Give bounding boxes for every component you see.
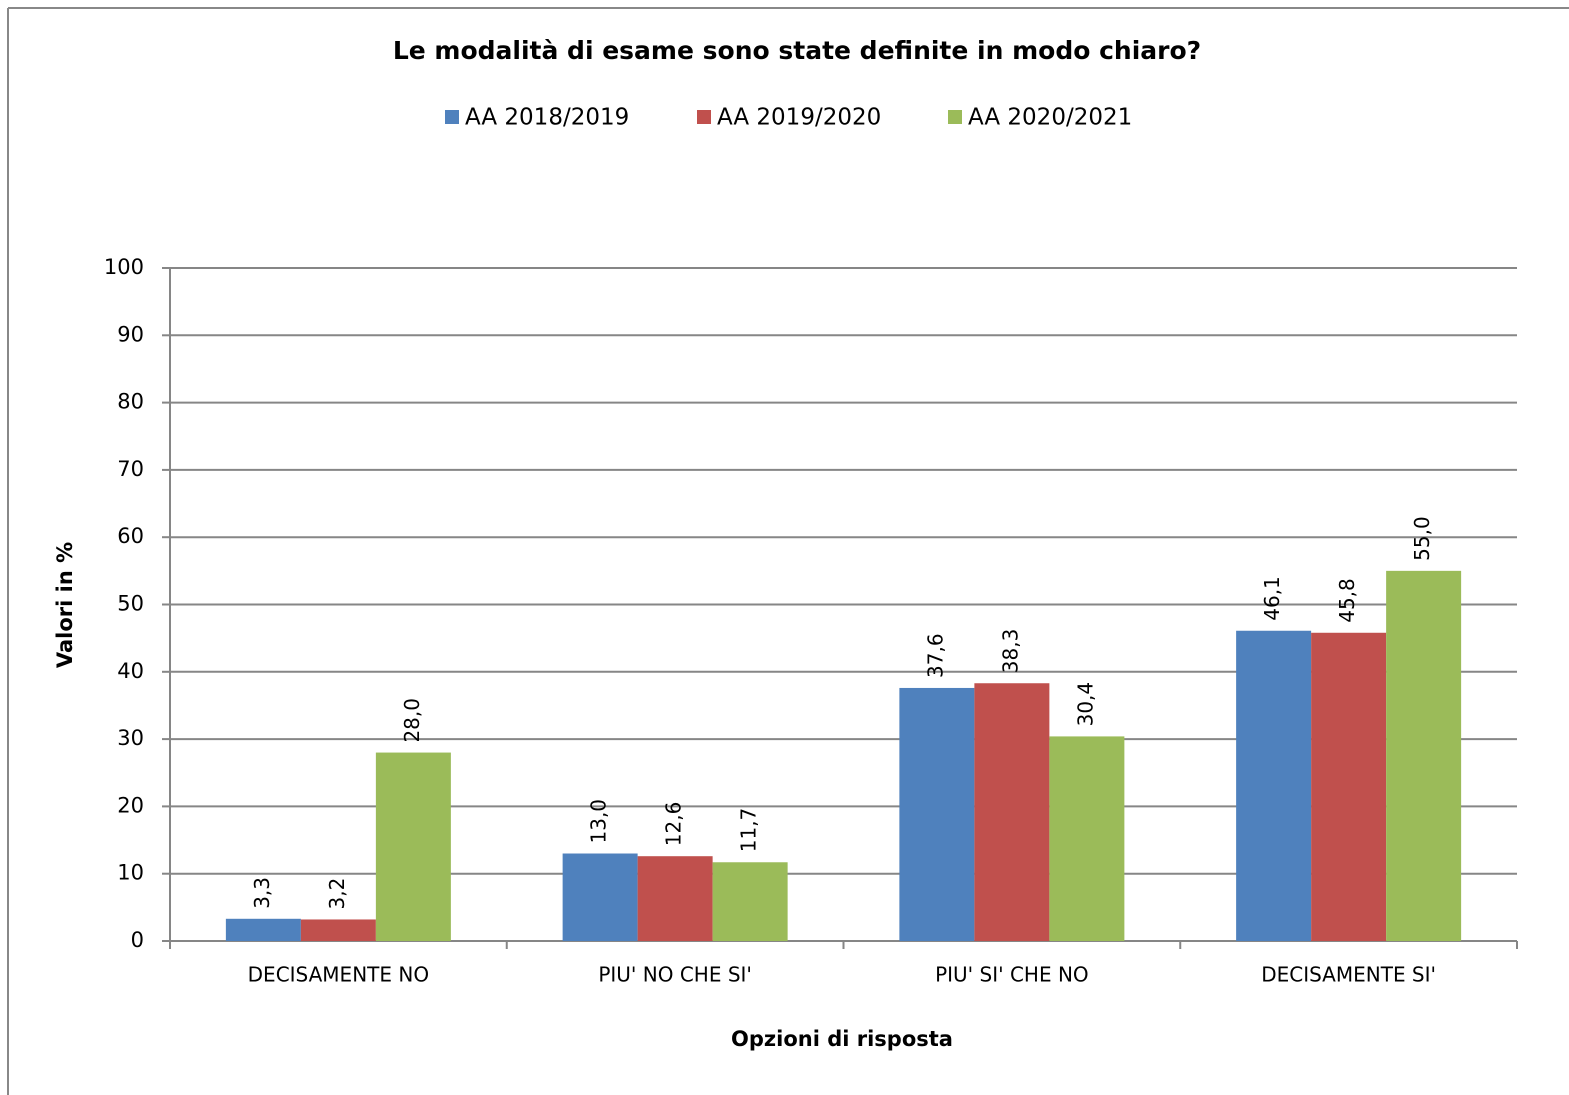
data-label: 28,0 bbox=[400, 698, 424, 743]
data-label: 12,6 bbox=[662, 802, 686, 847]
bar bbox=[1049, 736, 1125, 941]
bar bbox=[712, 862, 788, 941]
legend-label: AA 2020/2021 bbox=[968, 105, 1132, 131]
data-label: 30,4 bbox=[1073, 682, 1097, 727]
bar bbox=[1311, 632, 1387, 941]
bar bbox=[1386, 570, 1462, 941]
y-tick-label: 90 bbox=[117, 322, 144, 346]
y-tick-label: 60 bbox=[117, 524, 144, 548]
legend-swatch bbox=[445, 110, 459, 124]
legend-swatch bbox=[948, 110, 962, 124]
data-label: 38,3 bbox=[998, 629, 1022, 674]
chart-title: Le modalità di esame sono state definite… bbox=[393, 36, 1201, 65]
data-label: 45,8 bbox=[1335, 578, 1359, 623]
legend-label: AA 2018/2019 bbox=[465, 105, 629, 131]
data-label: 55,0 bbox=[1410, 516, 1434, 561]
y-axis-title: Valori in % bbox=[53, 542, 77, 668]
y-tick-label: 70 bbox=[117, 457, 144, 481]
legend-label: AA 2019/2020 bbox=[717, 105, 881, 131]
y-tick-label: 0 bbox=[131, 928, 144, 952]
x-tick-label: PIU' NO CHE SI' bbox=[598, 963, 752, 987]
x-axis-title: Opzioni di risposta bbox=[731, 1027, 953, 1051]
y-tick-label: 40 bbox=[117, 659, 144, 683]
y-tick-label: 10 bbox=[117, 861, 144, 885]
bar bbox=[375, 752, 451, 941]
y-tick-label: 20 bbox=[117, 793, 144, 817]
bar bbox=[300, 919, 376, 941]
x-tick-label: DECISAMENTE NO bbox=[248, 963, 429, 987]
y-tick-label: 50 bbox=[117, 592, 144, 616]
data-label: 46,1 bbox=[1260, 576, 1284, 621]
bar bbox=[562, 853, 638, 941]
data-label: 11,7 bbox=[737, 808, 761, 853]
x-tick-label: DECISAMENTE SI' bbox=[1261, 963, 1436, 987]
bar bbox=[899, 687, 975, 941]
data-label: 3,2 bbox=[325, 878, 349, 910]
x-tick-label: PIU' SI' CHE NO bbox=[935, 963, 1089, 987]
data-label: 13,0 bbox=[587, 799, 611, 844]
y-tick-label: 30 bbox=[117, 726, 144, 750]
bar bbox=[637, 856, 713, 941]
data-label: 37,6 bbox=[923, 633, 947, 678]
bar bbox=[974, 683, 1050, 941]
y-tick-label: 100 bbox=[104, 255, 144, 279]
legend-swatch bbox=[697, 110, 711, 124]
y-tick-label: 80 bbox=[117, 390, 144, 414]
data-label: 3,3 bbox=[250, 877, 274, 909]
bar bbox=[1236, 630, 1312, 941]
bar bbox=[225, 918, 301, 941]
